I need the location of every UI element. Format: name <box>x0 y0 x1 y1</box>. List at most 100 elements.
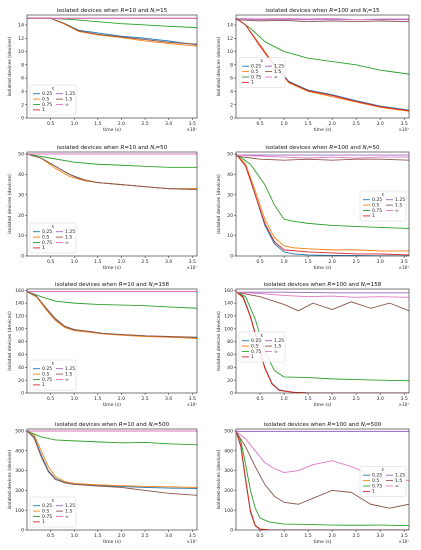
x-tick-label: 0.5 <box>256 121 263 127</box>
plot-frame <box>235 428 410 531</box>
x-tick-label: 0.5 <box>256 533 263 539</box>
legend-entry-label: 1 <box>42 519 45 525</box>
legend-box <box>359 466 407 497</box>
title-part: isolated devices when <box>57 8 121 14</box>
legend-box <box>359 190 407 222</box>
y-tick-label: 80 <box>227 339 233 345</box>
legend-entry-label: 0.5 <box>42 234 49 240</box>
x-tick-label: 2.0 <box>118 121 125 127</box>
y-tick-label: 6 <box>230 76 233 82</box>
legend-entry-label: 0.75 <box>251 74 261 80</box>
legend-entry-label: 1 <box>251 80 254 86</box>
chart-title: isolated devices when R=100 and NI=15 <box>265 8 380 14</box>
legend-entry-label: ∞ <box>65 515 69 520</box>
legend: ε0.250.50.751 1.251.5∞ <box>238 57 286 88</box>
y-tick-label: 4 <box>230 89 233 95</box>
title-part: =100 and <box>331 422 360 428</box>
title-part: =10 and <box>124 145 150 151</box>
series-line-0.5 <box>27 430 197 488</box>
series-group <box>236 291 409 393</box>
legend-entry-label: 0.5 <box>372 202 379 208</box>
title-part: =10 and <box>123 282 149 288</box>
legend-entry-label: 0.25 <box>42 91 52 97</box>
legend: ε0.250.50.751 1.251.5∞ <box>238 331 286 363</box>
x-multiplier-label: ×10⁷ <box>398 539 409 544</box>
series-line-0.5 <box>236 153 409 252</box>
y-tick-label: 40 <box>227 365 233 371</box>
legend-box <box>29 359 77 391</box>
y-tick-label: 0 <box>230 254 233 260</box>
y-tick-label: 40 <box>18 172 24 178</box>
x-tick-label: 2.0 <box>118 259 125 265</box>
title-part: N <box>148 282 153 288</box>
x-tick-label: 1.0 <box>280 533 287 539</box>
y-tick-label: 12 <box>227 36 233 42</box>
title-part: R <box>329 8 333 14</box>
series-line-1.5 <box>27 17 197 45</box>
legend-entry-label: ∞ <box>65 103 69 108</box>
y-tick-label: 500 <box>224 429 233 435</box>
title-part: =500 <box>366 422 382 428</box>
legend-entry-label: 1.5 <box>395 202 402 208</box>
series-group <box>27 291 197 339</box>
x-multiplier-label: ×10⁷ <box>398 265 409 270</box>
legend-entry-label: 0.25 <box>42 229 52 235</box>
legend-entry-label: 0.25 <box>42 503 52 509</box>
title-part: I <box>367 10 368 14</box>
x-tick-label: 0.5 <box>256 259 263 265</box>
plot-frame <box>235 151 410 257</box>
legend-entry-label: 0.25 <box>372 473 382 479</box>
x-tick-label: 2.0 <box>118 396 125 402</box>
y-tick-label: 10 <box>18 49 24 55</box>
y-tick-label: 30 <box>227 192 233 198</box>
legend-entry-label: ∞ <box>65 241 69 246</box>
legend-entry-label: 0.25 <box>42 366 52 372</box>
series-line-1.5 <box>236 155 409 161</box>
x-tick-label: 2.5 <box>352 396 359 402</box>
legend-entry-label: 1 <box>372 213 375 219</box>
series-group <box>236 153 409 256</box>
chart-panel-5: isolated devices when R=10 and NI=158 0.5… <box>7 282 197 408</box>
x-tick-label: 0.5 <box>256 396 263 402</box>
title-part: =15 <box>368 8 380 14</box>
title-part: =158 <box>366 282 382 288</box>
y-tick-label: 400 <box>224 448 233 454</box>
y-tick-label: 300 <box>224 468 233 474</box>
y-axis-label: isolated devices (devices) <box>216 450 222 510</box>
series-line-∞ <box>236 291 409 298</box>
y-tick-label: 10 <box>18 233 24 239</box>
title-part: N <box>363 8 368 14</box>
y-tick-label: 2 <box>230 102 233 108</box>
title-part: =100 and <box>333 8 362 14</box>
title-part: =50 <box>368 145 380 151</box>
chart-title: isolated devices when R=10 and NI=158 <box>55 282 170 288</box>
chart-title: isolated devices when R=10 and NI=15 <box>57 8 168 14</box>
x-tick-label: 1.5 <box>304 533 311 539</box>
legend-entry-label: 0.75 <box>372 208 382 214</box>
legend-box <box>29 496 77 528</box>
title-part: =158 <box>154 282 170 288</box>
legend: ε0.250.50.751 1.251.5∞ <box>359 190 407 222</box>
x-tick-label: 3.0 <box>377 533 384 539</box>
y-axis-label: isolated devices (devices) <box>216 311 222 371</box>
x-tick-label: 1.0 <box>71 259 78 265</box>
chart-title: isolated devices when R=10 and NI=500 <box>55 422 170 428</box>
x-axis-label: time (s) <box>314 539 332 545</box>
plot-frame <box>235 14 410 119</box>
x-tick-label: 1.0 <box>280 396 287 402</box>
x-tick-label: 2.5 <box>352 259 359 265</box>
legend-entry-label: ∞ <box>65 378 69 383</box>
title-part: =50 <box>156 145 168 151</box>
legend-entry-label: 0.25 <box>251 64 261 70</box>
title-part: I <box>154 147 155 151</box>
legend-entry-label: ∞ <box>395 209 399 214</box>
legend-entry-label: 1.25 <box>395 197 405 203</box>
legend-entry-label: 0.5 <box>372 478 379 484</box>
series-line-1.5 <box>236 19 409 23</box>
y-tick-label: 8 <box>21 62 24 68</box>
series-group <box>27 17 197 47</box>
x-tick-label: 2.0 <box>328 533 335 539</box>
title-part: isolated devices when <box>265 145 329 151</box>
legend-header-symbol: ε <box>52 362 55 367</box>
